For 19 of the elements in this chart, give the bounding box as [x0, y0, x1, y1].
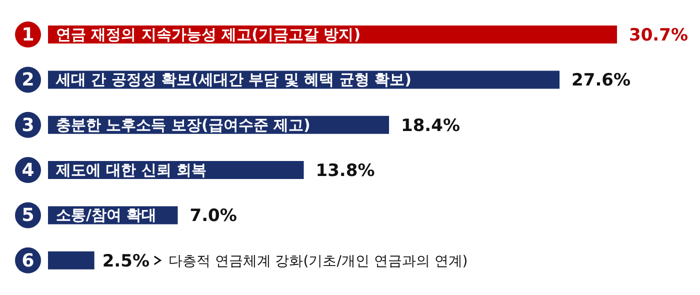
bar [48, 251, 94, 270]
y-tick-label: 소통/참여 확대 [56, 206, 157, 224]
data-label: 13.8% [316, 161, 375, 182]
text: 2 [22, 70, 34, 91]
y-tick-label: 세대 간 공정성 확보(세대간 부담 및 혜택 균형 확보) [55, 70, 412, 89]
y-tick-label: 연금 재정의 지속가능성 제고(기금고갈 방지) [56, 26, 361, 44]
data-label: 27.6% [572, 70, 631, 91]
text: 5 [22, 205, 34, 226]
y-tick-label: 제도에 대한 신뢰 회복 [55, 161, 207, 180]
y-tick-label: 충분한 노후소득 보장(급여수준 제고) [56, 116, 310, 134]
text: 3 [22, 114, 34, 136]
data-label: 7.0% [190, 206, 237, 226]
text: 4 [22, 160, 34, 182]
text: 1 [22, 24, 34, 46]
y-tick-label: 다층적 연금체계 강화(기초/개인 연금과의 연계) [168, 253, 468, 270]
data-label: 30.7% [629, 26, 688, 46]
data-label: 2.5% [102, 251, 150, 272]
text: 6 [22, 250, 34, 272]
data-label: 18.4% [401, 116, 460, 136]
